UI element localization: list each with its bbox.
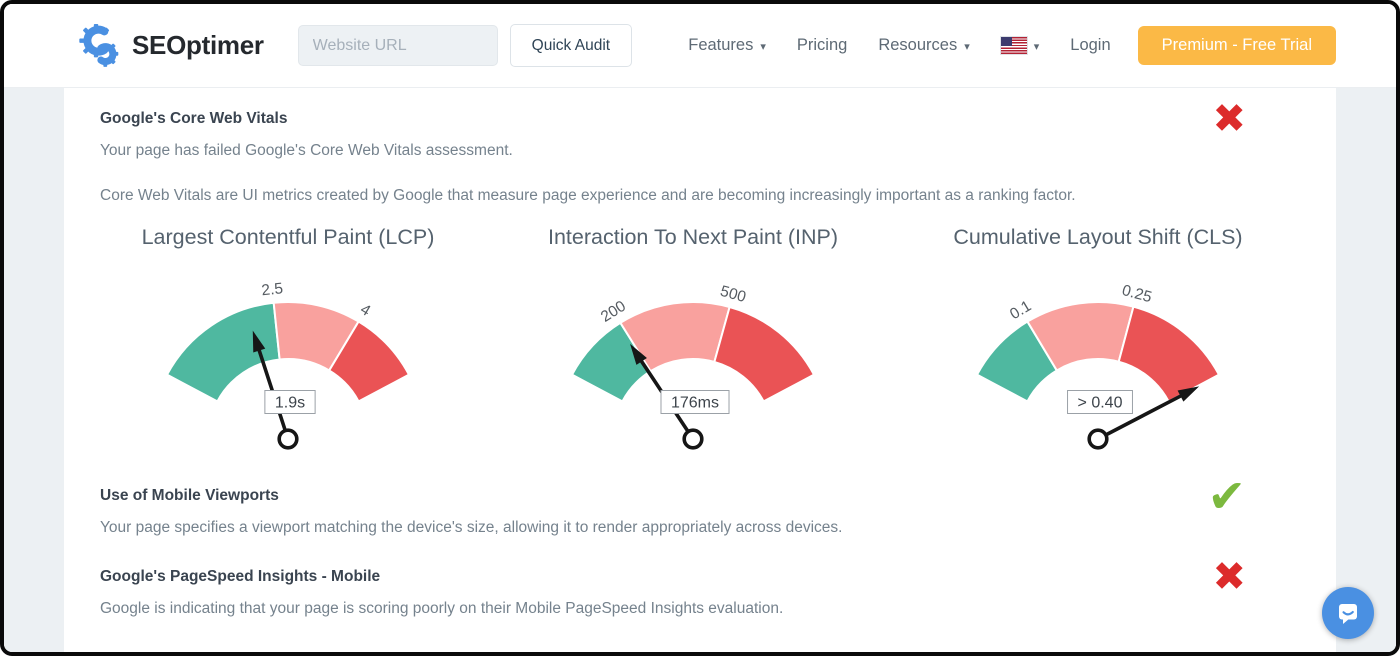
- lcp-gauge-chart: 2.5 4 1.9s: [166, 280, 410, 450]
- website-url-input[interactable]: [297, 25, 498, 66]
- gauge-value-label: 176ms: [671, 395, 719, 412]
- gauge-title: Largest Contentful Paint (LCP): [141, 225, 435, 249]
- chat-launcher-button[interactable]: [1322, 587, 1374, 639]
- gauge-value-box: [264, 390, 316, 414]
- cls-gauge-chart: 0.10.25> 0.40: [976, 282, 1220, 450]
- gauge-segment-good: [166, 301, 281, 403]
- language-selector[interactable]: ▾: [1000, 37, 1040, 54]
- section-description: Core Web Vitals are UI metrics created b…: [100, 187, 1076, 204]
- chevron-down-icon: ▾: [1033, 41, 1040, 53]
- inp-gauge: Interaction To Next Paint (INP) 200 500 17…: [523, 225, 863, 453]
- gauge-tick-label: 2.5: [261, 280, 284, 299]
- login-link[interactable]: Login: [1070, 36, 1111, 54]
- section-title: Use of Mobile Viewports: [100, 487, 279, 504]
- gauge-value-label: > 0.40: [1078, 395, 1123, 412]
- gauge-needle-tip: [252, 330, 266, 353]
- logo-text: SEOptimer: [132, 30, 264, 60]
- section-header: Use of Mobile Viewports ✔: [100, 473, 1300, 519]
- core-web-vitals-gauges: Largest Contentful Paint (LCP) 2.5 4 1.9s …: [100, 225, 1300, 453]
- section-mobile-viewports: Use of Mobile Viewports ✔ Your page spec…: [100, 473, 1300, 537]
- section-header: Google's PageSpeed Insights - Mobile ✖: [100, 557, 1300, 597]
- section-summary: Your page specifies a viewport matching …: [100, 519, 843, 536]
- fail-cross-icon: ✖: [1212, 97, 1246, 141]
- gauge-segment-poor: [328, 320, 410, 403]
- gauge-tick-label: 500: [718, 283, 748, 306]
- gauge-segment-poor: [1117, 305, 1220, 403]
- seoptimer-gear-icon: [79, 23, 119, 67]
- gauge-pivot: [277, 428, 299, 450]
- nav-item-pricing[interactable]: Pricing: [796, 36, 848, 54]
- seoptimer-logo[interactable]: SEOptimer: [78, 22, 264, 69]
- section-pagespeed-mobile: Google's PageSpeed Insights - Mobile ✖ G…: [100, 557, 1300, 618]
- section-title: Google's PageSpeed Insights - Mobile: [100, 568, 381, 585]
- gauge-title: Interaction To Next Paint (INP): [548, 225, 838, 249]
- gauge-needle-tip: [630, 343, 647, 365]
- section-summary: Your page has failed Google's Core Web V…: [100, 142, 513, 159]
- premium-free-trial-button[interactable]: Premium - Free Trial: [1137, 26, 1336, 65]
- chat-bubble-icon: [1339, 604, 1357, 624]
- lcp-gauge: Largest Contentful Paint (LCP) 2.5 4 1.9s: [118, 225, 458, 453]
- gauge-tick-label: 0.25: [1120, 282, 1154, 306]
- nav-item-resources[interactable]: Resources ▾: [878, 36, 970, 54]
- pass-check-icon: ✔: [1207, 470, 1246, 522]
- gauge-title: Cumulative Layout Shift (CLS): [953, 225, 1243, 249]
- gauge-pivot: [682, 428, 704, 450]
- gauge-value-label: 1.9s: [275, 395, 305, 412]
- gauge-value-box: [660, 390, 730, 414]
- fail-cross-icon: ✖: [1212, 555, 1246, 599]
- gauge-needle: [1096, 394, 1183, 441]
- gauge-value-box: [1067, 390, 1133, 414]
- quick-audit-button[interactable]: Quick Audit: [509, 24, 633, 67]
- main-nav: Features ▾ Pricing Resources ▾ ▾ Login P…: [688, 26, 1336, 65]
- gauge-pivot: [1087, 428, 1109, 450]
- cls-gauge: Cumulative Layout Shift (CLS) 0.1 0.25 > 0…: [928, 225, 1268, 453]
- section-title: Google's Core Web Vitals: [100, 110, 288, 127]
- section-core-web-vitals: Google's Core Web Vitals ✖ Your page has…: [100, 99, 1300, 205]
- audit-results-card: Google's Core Web Vitals ✖ Your page has…: [64, 88, 1336, 652]
- page-background: Google's Core Web Vitals ✖ Your page has…: [4, 88, 1396, 652]
- site-header: SEOptimer Quick Audit Features ▾ Pricing…: [4, 4, 1396, 88]
- gauge-needle-tip: [1177, 386, 1200, 402]
- nav-item-features[interactable]: Features ▾: [688, 36, 766, 54]
- us-flag-icon: [1000, 37, 1027, 54]
- gauge-segment-poor: [713, 305, 815, 403]
- gauge-tick-label: 4: [357, 301, 373, 320]
- section-header: Google's Core Web Vitals ✖: [100, 99, 1300, 139]
- chevron-down-icon: ▾: [760, 41, 766, 53]
- chevron-down-icon: ▾: [964, 41, 970, 53]
- section-summary: Google is indicating that your page is s…: [100, 600, 784, 617]
